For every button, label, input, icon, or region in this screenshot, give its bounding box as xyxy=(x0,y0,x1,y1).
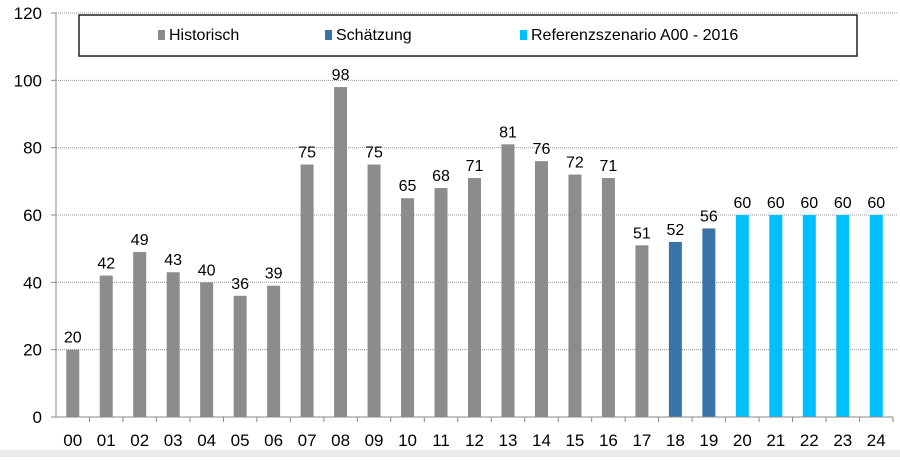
data-label: 76 xyxy=(533,141,551,158)
bar xyxy=(401,198,415,417)
y-tick-label: 80 xyxy=(23,139,42,158)
bar xyxy=(99,275,113,417)
x-tick-label: 18 xyxy=(666,431,685,450)
legend-swatch xyxy=(158,30,165,40)
data-label: 52 xyxy=(666,222,684,239)
data-label: 39 xyxy=(265,266,283,283)
legend-label: Historisch xyxy=(169,27,239,44)
bar xyxy=(66,349,80,417)
y-tick-label: 120 xyxy=(14,4,42,23)
data-label: 36 xyxy=(231,276,249,293)
bar xyxy=(802,215,816,417)
y-tick-label: 100 xyxy=(14,71,42,90)
x-tick-label: 10 xyxy=(398,431,417,450)
bar xyxy=(334,87,348,418)
bar xyxy=(735,215,749,417)
bar xyxy=(133,252,147,417)
legend: Historisch Schätzung Referenzszenario A00 … xyxy=(78,14,858,57)
x-tick-label: 03 xyxy=(164,431,183,450)
bar xyxy=(233,295,247,417)
x-tick-label: 05 xyxy=(231,431,250,450)
x-tick-label: 04 xyxy=(197,431,216,450)
data-label: 60 xyxy=(800,195,818,212)
legend-swatch xyxy=(325,30,332,40)
bar xyxy=(501,144,515,418)
bar xyxy=(367,164,381,417)
legend-label: Schätzung xyxy=(336,27,412,44)
data-label: 68 xyxy=(432,168,450,185)
bar xyxy=(434,188,448,417)
bar xyxy=(635,245,649,417)
data-label: 71 xyxy=(600,158,618,175)
x-tick-label: 21 xyxy=(766,431,785,450)
x-tick-label: 14 xyxy=(532,431,551,450)
x-tick-label: 11 xyxy=(432,431,450,450)
x-tick-label: 22 xyxy=(800,431,819,450)
x-tick-label: 01 xyxy=(97,431,116,450)
y-tick-label: 0 xyxy=(33,408,42,427)
x-tick-label: 20 xyxy=(733,431,752,450)
data-label: 65 xyxy=(399,178,417,195)
x-tick-label: 13 xyxy=(499,431,518,450)
bar xyxy=(869,215,883,417)
x-tick-label: 02 xyxy=(130,431,149,450)
data-label: 42 xyxy=(97,256,115,273)
x-tick-label: 12 xyxy=(465,431,484,450)
x-tick-label: 19 xyxy=(699,431,718,450)
y-tick-label: 20 xyxy=(23,341,42,360)
bar xyxy=(836,215,850,417)
bar xyxy=(568,174,582,417)
data-label: 60 xyxy=(834,195,852,212)
data-label: 56 xyxy=(700,208,718,225)
bottom-band xyxy=(0,450,900,457)
bar xyxy=(769,215,783,417)
x-tick-label: 08 xyxy=(331,431,350,450)
x-tick-label: 17 xyxy=(632,431,651,450)
x-tick-label: 24 xyxy=(867,431,886,450)
x-tick-label: 00 xyxy=(63,431,82,450)
bar xyxy=(166,272,180,417)
x-tick-label: 16 xyxy=(599,431,618,450)
bar xyxy=(300,164,314,417)
y-tick-label: 60 xyxy=(23,206,42,225)
x-tick-label: 07 xyxy=(298,431,317,450)
data-label: 51 xyxy=(633,225,651,242)
data-label: 60 xyxy=(867,195,885,212)
x-tick-label: 23 xyxy=(833,431,852,450)
data-label: 20 xyxy=(64,330,82,347)
data-label: 75 xyxy=(365,145,383,162)
legend-label: Referenzszenario A00 - 2016 xyxy=(531,27,738,44)
bar xyxy=(534,161,548,417)
data-label: 60 xyxy=(767,195,785,212)
bar xyxy=(702,228,716,417)
data-label: 43 xyxy=(164,252,182,269)
bar xyxy=(668,241,682,417)
data-label: 75 xyxy=(298,145,316,162)
x-tick-label: 09 xyxy=(365,431,384,450)
bar xyxy=(267,285,281,417)
legend-box xyxy=(78,14,858,57)
x-tick-label: 06 xyxy=(264,431,283,450)
legend-swatch xyxy=(520,30,527,40)
data-label: 72 xyxy=(566,155,584,172)
data-label: 49 xyxy=(131,232,149,249)
data-label: 40 xyxy=(198,262,216,279)
data-label: 71 xyxy=(466,158,484,175)
y-tick-label: 40 xyxy=(23,273,42,292)
data-label: 98 xyxy=(332,67,350,84)
bar xyxy=(601,177,615,417)
bar xyxy=(200,282,214,417)
x-tick-label: 15 xyxy=(565,431,584,450)
data-label: 81 xyxy=(499,124,517,141)
bar xyxy=(468,177,481,417)
data-label: 60 xyxy=(733,195,751,212)
